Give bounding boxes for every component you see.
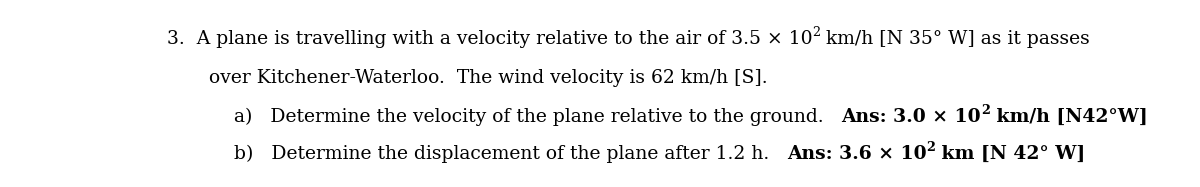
Text: 2: 2 [926, 141, 936, 154]
Text: 2: 2 [980, 104, 990, 117]
Text: Ans: 3.6 × 10: Ans: 3.6 × 10 [787, 145, 926, 163]
Text: b)   Determine the displacement of the plane after 1.2 h.: b) Determine the displacement of the pla… [234, 145, 787, 163]
Text: a)   Determine the velocity of the plane relative to the ground.: a) Determine the velocity of the plane r… [234, 108, 841, 126]
Text: 2: 2 [812, 26, 821, 39]
Text: km/h [N 35° W] as it passes: km/h [N 35° W] as it passes [821, 30, 1091, 48]
Text: km/h [N42°W]: km/h [N42°W] [990, 108, 1147, 126]
Text: km [N 42° W]: km [N 42° W] [936, 145, 1086, 163]
Text: Ans: 3.0 × 10: Ans: 3.0 × 10 [841, 108, 980, 126]
Text: 3.  A plane is travelling with a velocity relative to the air of 3.5 × 10: 3. A plane is travelling with a velocity… [167, 30, 812, 48]
Text: over Kitchener-Waterloo.  The wind velocity is 62 km/h [S].: over Kitchener-Waterloo. The wind veloci… [209, 69, 767, 87]
